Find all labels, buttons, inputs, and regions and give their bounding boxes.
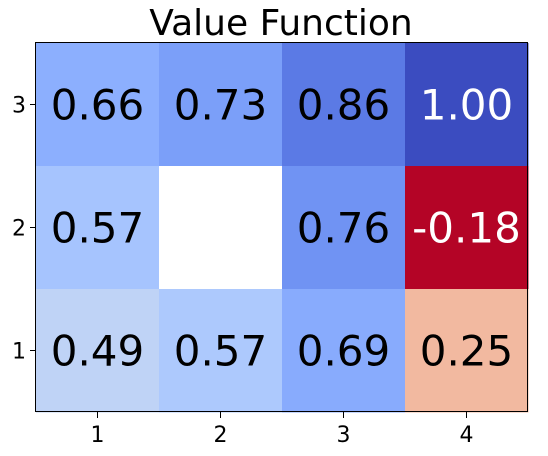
x-tick-label: 1: [91, 423, 105, 448]
x-tick-label: 4: [460, 423, 474, 448]
heatmap-cell: [282, 289, 406, 413]
cell-value-label: 0.66: [51, 81, 145, 130]
cell-value-label: 0.57: [51, 204, 145, 253]
heatmap-cell: [282, 166, 406, 290]
cell-value-label: -0.18: [412, 204, 521, 253]
x-tick-label: 3: [337, 423, 351, 448]
heatmap-cell: [36, 43, 160, 167]
y-tick-label: 2: [12, 217, 26, 242]
x-tick-label: 2: [214, 423, 228, 448]
heatmap-cells: 0.66 0.73 0.86 1.00 0.57 0.76 -0.18 0.49 0.57 0.6…: [36, 43, 529, 413]
chart-title: Value Function: [149, 3, 412, 44]
cell-value-label: 0.69: [297, 327, 391, 376]
heatmap-cell: [36, 166, 160, 290]
cell-value-label: 1.00: [420, 81, 514, 130]
y-tick-label: 1: [12, 340, 26, 365]
heatmap-cell: [36, 289, 160, 413]
cell-value-label: 0.57: [174, 327, 268, 376]
heatmap-cell: [159, 289, 283, 413]
heatmap-cell: [282, 43, 406, 167]
cell-value-label: 0.49: [51, 327, 145, 376]
heatmap-cell: [159, 166, 283, 290]
heatmap-cell: [405, 166, 529, 290]
x-axis-ticks: 1 2 3 4: [91, 412, 474, 448]
cell-value-label: 0.73: [174, 81, 268, 130]
heatmap-cell: [405, 43, 529, 167]
cell-value-label: 0.25: [420, 327, 514, 376]
cell-value-label: 0.76: [297, 204, 391, 253]
heatmap-cell: [405, 289, 529, 413]
heatmap-cell: [159, 43, 283, 167]
y-tick-label: 3: [12, 94, 26, 119]
y-axis-ticks: 3 2 1: [12, 94, 36, 365]
cell-value-label: 0.86: [297, 81, 391, 130]
